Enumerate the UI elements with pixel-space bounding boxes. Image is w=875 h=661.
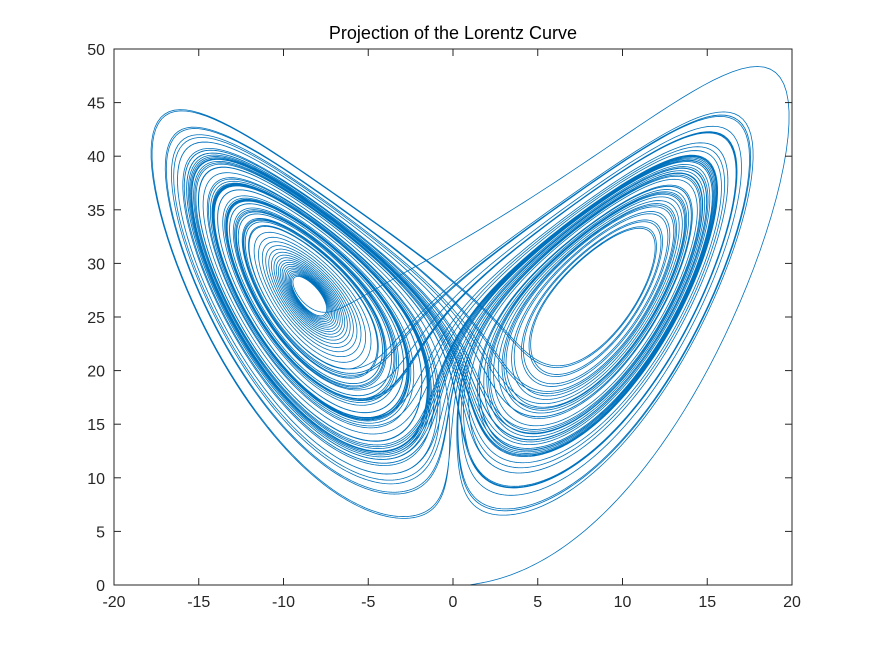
x-tick-label: -10: [272, 594, 295, 611]
chart-title: Projection of the Lorentz Curve: [329, 23, 577, 43]
y-tick-label: 10: [87, 471, 105, 488]
y-axis: 0 5 10 15 20 25 30 35 40 45 50: [87, 42, 792, 595]
x-tick-label: 0: [449, 594, 458, 611]
y-tick-label: 50: [87, 42, 105, 59]
x-tick-label: -5: [361, 594, 375, 611]
y-tick-label: 5: [96, 524, 105, 541]
x-axis: -20 -15 -10 -5 0 5 10 15 20: [102, 49, 801, 611]
x-tick-label: 15: [698, 594, 716, 611]
series-layer: [150, 66, 790, 585]
lorenz-curve-line: [150, 66, 790, 585]
y-tick-label: 40: [87, 149, 105, 166]
y-tick-label: 25: [87, 310, 105, 327]
plot-background: [114, 49, 792, 585]
x-tick-label: 10: [614, 594, 632, 611]
y-tick-label: 20: [87, 364, 105, 381]
y-tick-label: 45: [87, 96, 105, 113]
y-tick-label: 0: [96, 578, 105, 595]
x-tick-label: 20: [783, 594, 801, 611]
y-tick-label: 15: [87, 417, 105, 434]
x-tick-label: -15: [187, 594, 210, 611]
x-tick-label: -20: [102, 594, 125, 611]
y-tick-label: 35: [87, 203, 105, 220]
y-tick-label: 30: [87, 256, 105, 273]
x-tick-label: 5: [533, 594, 542, 611]
